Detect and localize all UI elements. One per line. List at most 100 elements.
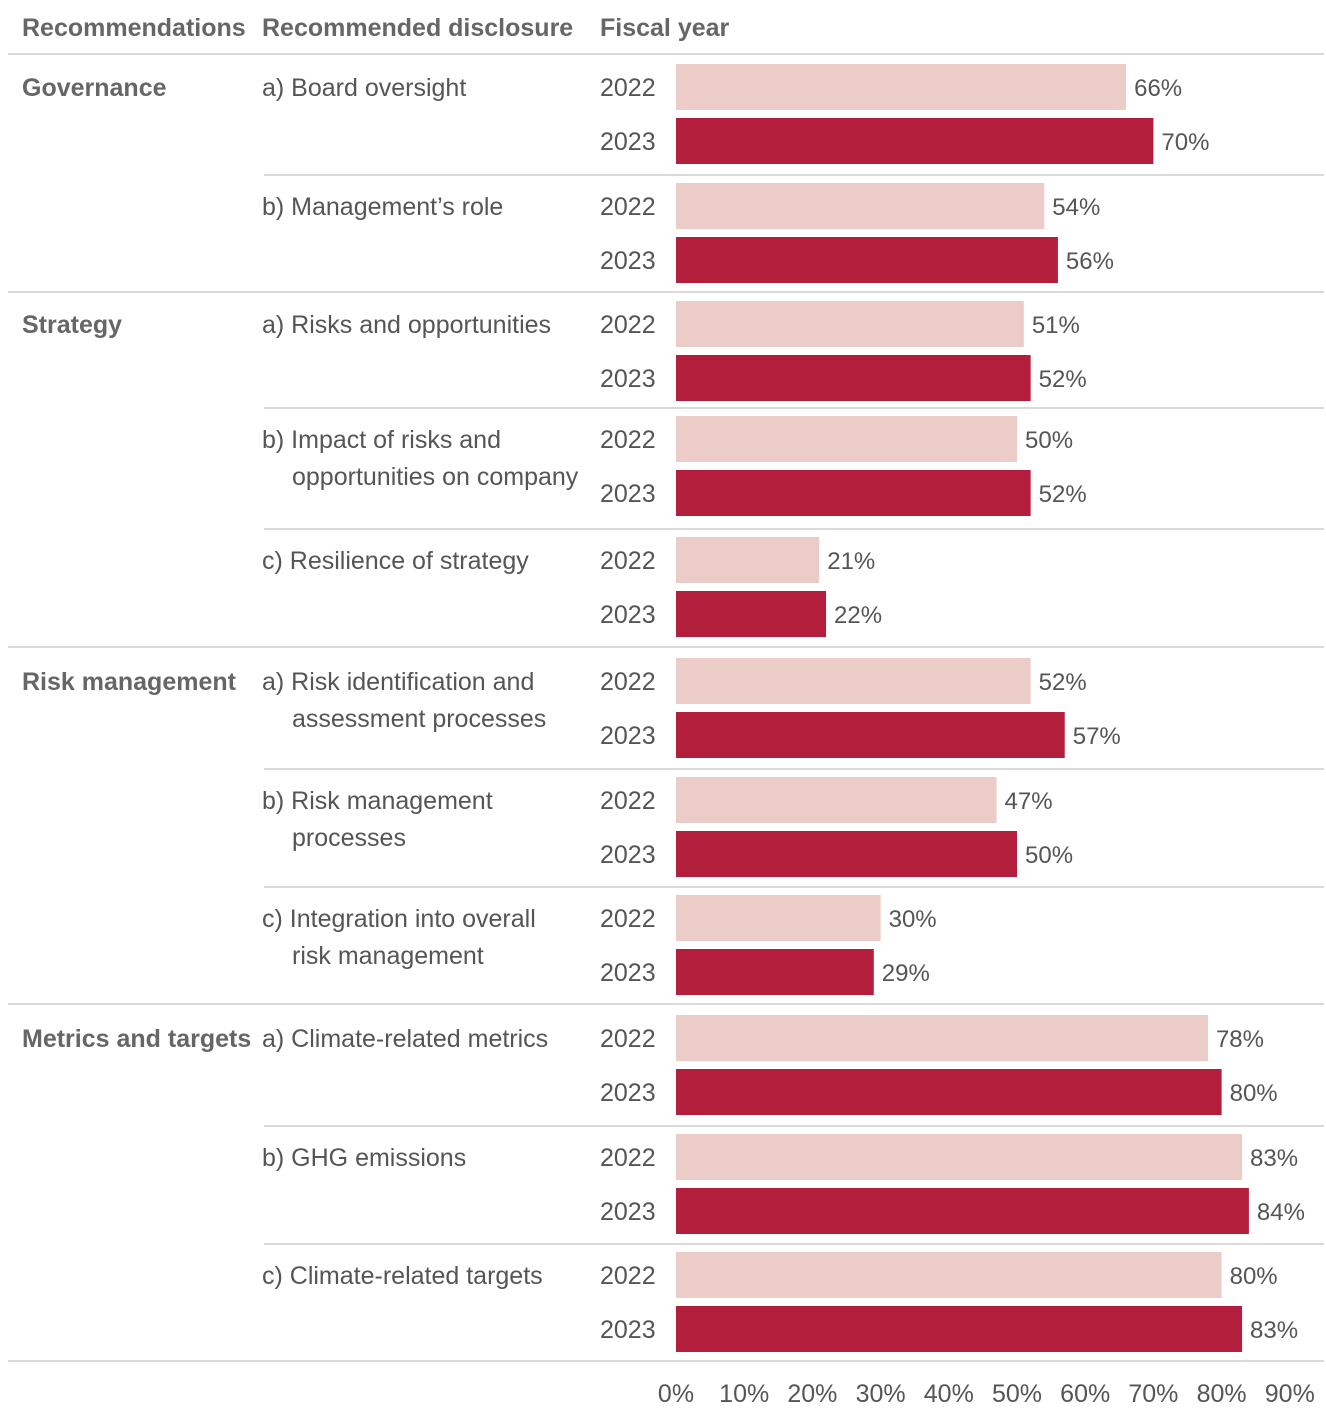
year-label-2023: 2023 <box>600 365 656 393</box>
x-tick-label: 70% <box>1128 1380 1178 1407</box>
disclosure-label: a) Risk identification and <box>262 668 534 696</box>
x-tick-label: 40% <box>924 1380 974 1407</box>
bar-2023 <box>676 118 1154 164</box>
data-label-2022: 78% <box>1216 1026 1264 1053</box>
year-label-2023: 2023 <box>600 247 656 275</box>
bar-2022 <box>676 64 1127 110</box>
data-label-2023: 29% <box>882 960 930 987</box>
bar-2023 <box>676 831 1017 877</box>
bar-2023 <box>676 591 827 637</box>
x-tick-label: 90% <box>1265 1380 1315 1407</box>
year-label-2023: 2023 <box>600 1316 656 1344</box>
bar-2022 <box>676 658 1031 704</box>
bar-2023 <box>676 1306 1243 1352</box>
bar-2022 <box>676 183 1045 229</box>
data-label-2023: 56% <box>1066 248 1114 275</box>
data-label-2022: 54% <box>1052 194 1100 221</box>
data-label-2023: 50% <box>1025 842 1073 869</box>
x-tick-label: 10% <box>719 1380 769 1407</box>
disclosure-label: processes <box>292 824 406 852</box>
data-label-2022: 80% <box>1230 1263 1278 1290</box>
year-label-2023: 2023 <box>600 1198 656 1226</box>
year-label-2022: 2022 <box>600 1262 656 1290</box>
disclosure-label: b) Management’s role <box>262 193 503 221</box>
bar-2023 <box>676 237 1058 283</box>
bar-2022 <box>676 777 997 823</box>
year-label-2023: 2023 <box>600 841 656 869</box>
bar-2022 <box>676 537 820 583</box>
data-label-2022: 21% <box>827 548 875 575</box>
year-label-2023: 2023 <box>600 480 656 508</box>
bar-2023 <box>676 949 874 995</box>
x-tick-label: 50% <box>992 1380 1042 1407</box>
year-label-2023: 2023 <box>600 722 656 750</box>
x-tick-label: 0% <box>658 1380 694 1407</box>
chart-body: Governance a) Board oversight 2022 66% 2023 7… <box>8 53 1324 1408</box>
bar-2023 <box>676 1188 1249 1234</box>
data-label-2023: 57% <box>1073 723 1121 750</box>
disclosure-label: assessment processes <box>292 705 546 733</box>
header-fiscal-year: Fiscal year <box>600 14 730 42</box>
disclosure-label: b) GHG emissions <box>262 1144 466 1172</box>
data-label-2022: 51% <box>1032 312 1080 339</box>
disclosure-label: a) Risks and opportunities <box>262 311 551 339</box>
data-label-2023: 84% <box>1257 1199 1305 1226</box>
year-label-2022: 2022 <box>600 905 656 933</box>
bar-2022 <box>676 301 1024 347</box>
disclosure-label: opportunities on company <box>292 463 579 491</box>
group-label: Metrics and targets <box>22 1025 251 1053</box>
data-label-2023: 52% <box>1039 481 1087 508</box>
bar-2022 <box>676 1252 1222 1298</box>
disclosure-label: b) Risk management <box>262 787 493 815</box>
bar-2022 <box>676 1134 1243 1180</box>
year-label-2022: 2022 <box>600 426 656 454</box>
year-label-2023: 2023 <box>600 959 656 987</box>
disclosure-label: c) Integration into overall <box>262 905 536 933</box>
bar-2022 <box>676 416 1017 462</box>
bar-2023 <box>676 355 1031 401</box>
disclosure-label: a) Climate-related metrics <box>262 1025 548 1053</box>
x-tick-label: 80% <box>1197 1380 1247 1407</box>
bar-2022 <box>676 1015 1208 1061</box>
year-label-2022: 2022 <box>600 193 656 221</box>
bar-2022 <box>676 895 881 941</box>
year-label-2022: 2022 <box>600 1144 656 1172</box>
bar-2023 <box>676 1069 1222 1115</box>
disclosure-label: b) Impact of risks and <box>262 426 501 454</box>
data-label-2022: 52% <box>1039 669 1087 696</box>
year-label-2022: 2022 <box>600 547 656 575</box>
group-label: Governance <box>22 74 167 102</box>
data-label-2022: 66% <box>1134 75 1182 102</box>
data-label-2023: 22% <box>834 602 882 629</box>
year-label-2022: 2022 <box>600 787 656 815</box>
x-tick-label: 60% <box>1060 1380 1110 1407</box>
bar-2023 <box>676 712 1065 758</box>
disclosure-label: a) Board oversight <box>262 74 466 102</box>
year-label-2022: 2022 <box>600 668 656 696</box>
data-label-2022: 50% <box>1025 427 1073 454</box>
data-label-2022: 83% <box>1250 1145 1298 1172</box>
data-label-2022: 30% <box>889 906 937 933</box>
disclosure-label: risk management <box>292 942 484 970</box>
x-tick-label: 30% <box>856 1380 906 1407</box>
year-label-2023: 2023 <box>600 1079 656 1107</box>
disclosure-label: c) Resilience of strategy <box>262 547 529 575</box>
disclosure-label: c) Climate-related targets <box>262 1262 543 1290</box>
data-label-2023: 70% <box>1161 129 1209 156</box>
bar-2023 <box>676 470 1031 516</box>
data-label-2023: 80% <box>1230 1080 1278 1107</box>
group-label: Strategy <box>22 311 122 339</box>
data-label-2022: 47% <box>1005 788 1053 815</box>
group-label: Risk management <box>22 668 237 696</box>
header-recommendations: Recommendations <box>22 14 246 42</box>
data-label-2023: 83% <box>1250 1317 1298 1344</box>
x-tick-label: 20% <box>787 1380 837 1407</box>
data-label-2023: 52% <box>1039 366 1087 393</box>
year-label-2022: 2022 <box>600 1025 656 1053</box>
header-disclosure: Recommended disclosure <box>262 14 573 42</box>
year-label-2023: 2023 <box>600 128 656 156</box>
year-label-2022: 2022 <box>600 311 656 339</box>
year-label-2023: 2023 <box>600 601 656 629</box>
